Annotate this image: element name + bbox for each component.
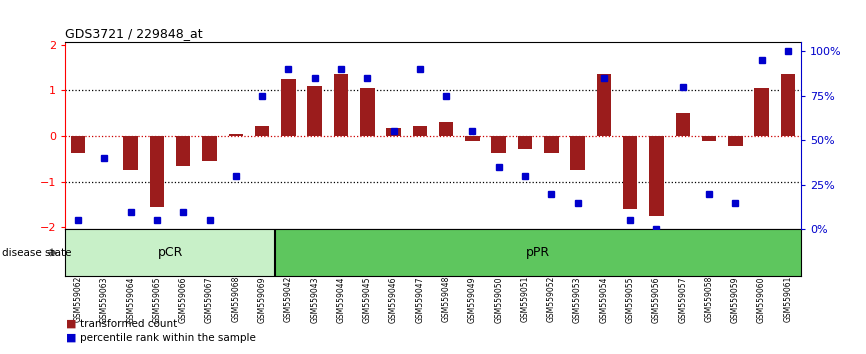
- Bar: [360, 88, 374, 136]
- Text: disease state: disease state: [2, 248, 71, 258]
- Bar: [544, 136, 559, 153]
- Text: GSM559053: GSM559053: [573, 276, 582, 322]
- Text: ■: ■: [66, 333, 76, 343]
- Text: GSM559047: GSM559047: [416, 276, 424, 322]
- Text: GSM559069: GSM559069: [257, 276, 267, 322]
- Text: GSM559066: GSM559066: [178, 276, 188, 322]
- Text: GSM559043: GSM559043: [310, 276, 320, 322]
- Bar: [675, 113, 690, 136]
- Text: GSM559052: GSM559052: [546, 276, 556, 322]
- Text: GSM559067: GSM559067: [205, 276, 214, 322]
- Text: GSM559048: GSM559048: [442, 276, 450, 322]
- Bar: [386, 128, 401, 136]
- Bar: [275, 229, 801, 276]
- Bar: [780, 74, 795, 136]
- Bar: [150, 136, 165, 207]
- Bar: [439, 122, 454, 136]
- Bar: [650, 136, 663, 216]
- Bar: [465, 136, 480, 141]
- Text: GDS3721 / 229848_at: GDS3721 / 229848_at: [65, 27, 203, 40]
- Bar: [754, 88, 769, 136]
- Bar: [203, 136, 216, 161]
- Bar: [518, 136, 533, 149]
- Text: GSM559068: GSM559068: [231, 276, 241, 322]
- Bar: [571, 136, 585, 170]
- Text: GSM559051: GSM559051: [520, 276, 529, 322]
- Bar: [333, 74, 348, 136]
- Text: GSM559042: GSM559042: [284, 276, 293, 322]
- Text: GSM559063: GSM559063: [100, 276, 109, 322]
- Text: ■: ■: [66, 319, 76, 329]
- Text: GSM559058: GSM559058: [705, 276, 714, 322]
- Bar: [124, 136, 138, 170]
- Text: GSM559064: GSM559064: [126, 276, 135, 322]
- Text: GSM559055: GSM559055: [625, 276, 635, 322]
- Text: GSM559065: GSM559065: [152, 276, 161, 322]
- Text: GSM559061: GSM559061: [784, 276, 792, 322]
- Bar: [492, 136, 506, 153]
- Bar: [229, 134, 243, 136]
- Text: GSM559060: GSM559060: [757, 276, 766, 322]
- Bar: [71, 136, 86, 153]
- Text: GSM559059: GSM559059: [731, 276, 740, 322]
- Bar: [412, 126, 427, 136]
- Text: GSM559050: GSM559050: [494, 276, 503, 322]
- Text: transformed count: transformed count: [80, 319, 177, 329]
- Text: pPR: pPR: [526, 246, 550, 259]
- Text: GSM559062: GSM559062: [74, 276, 82, 322]
- Bar: [701, 136, 716, 141]
- Bar: [623, 136, 637, 209]
- Bar: [307, 86, 322, 136]
- Bar: [281, 79, 295, 136]
- Text: GSM559045: GSM559045: [363, 276, 372, 322]
- Bar: [597, 74, 611, 136]
- Text: pCR: pCR: [158, 246, 183, 259]
- Bar: [255, 126, 269, 136]
- Text: GSM559049: GSM559049: [468, 276, 477, 322]
- Text: GSM559044: GSM559044: [337, 276, 346, 322]
- Text: GSM559057: GSM559057: [678, 276, 688, 322]
- Text: percentile rank within the sample: percentile rank within the sample: [80, 333, 255, 343]
- Bar: [176, 136, 191, 166]
- Bar: [65, 229, 275, 276]
- Text: GSM559056: GSM559056: [652, 276, 661, 322]
- Text: GSM559054: GSM559054: [599, 276, 609, 322]
- Text: GSM559046: GSM559046: [389, 276, 398, 322]
- Bar: [728, 136, 742, 146]
